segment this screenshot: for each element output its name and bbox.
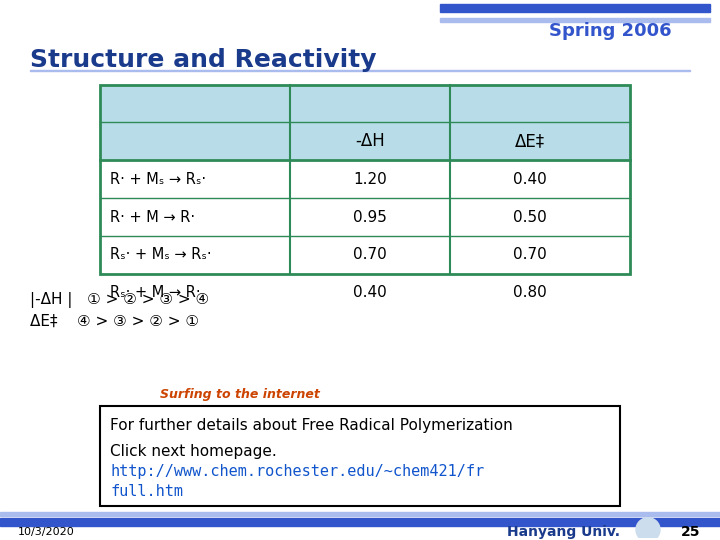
Text: Rₛ· + M → R·: Rₛ· + M → R· <box>110 285 201 300</box>
Text: 0.70: 0.70 <box>353 247 387 262</box>
Circle shape <box>636 518 660 540</box>
Bar <box>0 518 720 525</box>
Text: R· + M → R·: R· + M → R· <box>110 210 195 225</box>
Text: 0.95: 0.95 <box>353 210 387 225</box>
Text: Rₛ· + Mₛ → Rₛ·: Rₛ· + Mₛ → Rₛ· <box>110 247 212 262</box>
Bar <box>440 18 710 22</box>
Text: -ΔH: -ΔH <box>355 132 385 150</box>
Text: 0.40: 0.40 <box>513 172 547 187</box>
Text: http://www.chem.rochester.edu/~chem421/fr
full.htm: http://www.chem.rochester.edu/~chem421/f… <box>110 464 484 499</box>
Text: For further details about Free Radical Polymerization: For further details about Free Radical P… <box>110 418 513 433</box>
Text: 0.40: 0.40 <box>353 285 387 300</box>
Text: 0.50: 0.50 <box>513 210 547 225</box>
Text: 0.70: 0.70 <box>513 247 547 262</box>
Bar <box>100 406 620 506</box>
Text: ΔE‡: ΔE‡ <box>515 132 545 150</box>
Bar <box>440 4 710 12</box>
Text: Spring 2006: Spring 2006 <box>549 22 671 40</box>
Bar <box>30 70 690 71</box>
Text: 25: 25 <box>680 525 700 538</box>
Text: 1.20: 1.20 <box>353 172 387 187</box>
Text: Surfing to the internet: Surfing to the internet <box>160 388 320 401</box>
Text: |-ΔH |   ① > ② > ③ > ④: |-ΔH | ① > ② > ③ > ④ <box>30 292 209 308</box>
Text: Structure and Reactivity: Structure and Reactivity <box>30 48 377 72</box>
Text: 10/3/2020: 10/3/2020 <box>18 526 75 537</box>
Text: 0.80: 0.80 <box>513 285 547 300</box>
Text: Hanyang Univ.: Hanyang Univ. <box>507 525 620 538</box>
Text: ΔE‡    ④ > ③ > ② > ①: ΔE‡ ④ > ③ > ② > ① <box>30 314 199 329</box>
Bar <box>100 85 630 160</box>
Bar <box>0 512 720 516</box>
Text: R· + Mₛ → Rₛ·: R· + Mₛ → Rₛ· <box>110 172 206 187</box>
Text: Click next homepage.: Click next homepage. <box>110 444 276 459</box>
